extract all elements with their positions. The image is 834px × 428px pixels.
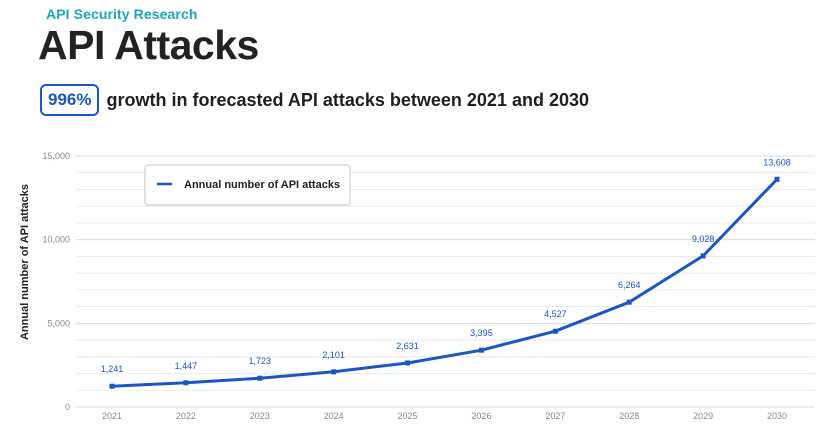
data-label: 4,527 xyxy=(544,309,567,319)
data-point xyxy=(183,380,189,386)
page-title: API Attacks xyxy=(38,22,259,68)
legend-box xyxy=(144,164,351,206)
x-tick-label: 2022 xyxy=(176,411,196,421)
y-axis-label: Annual number of API attacks xyxy=(19,184,31,340)
x-axis-ticks: 2021 2022 2023 2024 2025 2026 2027 2028 2029 2030 xyxy=(102,411,787,421)
growth-percent-badge: 996% xyxy=(40,84,100,116)
data-label: 6,264 xyxy=(618,280,641,290)
data-point xyxy=(478,347,484,353)
legend-label: Annual number of API attacks xyxy=(184,179,340,191)
data-point xyxy=(331,369,337,375)
x-tick-label: 2029 xyxy=(693,411,713,421)
x-tick-label: 2027 xyxy=(545,411,565,421)
y-tick-label: 15,000 xyxy=(42,151,70,161)
series-line xyxy=(110,177,779,388)
data-label: 13,608 xyxy=(763,157,791,167)
x-tick-label: 2024 xyxy=(324,411,344,421)
data-label: 3,395 xyxy=(470,328,493,338)
y-axis-ticks: 0 5,000 10,000 15,000 xyxy=(42,151,70,412)
x-tick-label: 2028 xyxy=(619,411,639,421)
grid-lines xyxy=(76,155,815,408)
data-labels: 1,241 1,447 1,723 2,101 2,631 3,395 4,527 6,264… xyxy=(101,157,791,374)
y-tick-label: 5,000 xyxy=(47,318,70,328)
x-tick-label: 2025 xyxy=(398,411,418,421)
chart-legend: Annual number of API attacks xyxy=(144,164,351,206)
data-label: 1,241 xyxy=(101,364,124,374)
data-point xyxy=(700,253,706,259)
y-tick-label: 0 xyxy=(65,402,70,412)
data-label: 1,447 xyxy=(175,361,198,371)
data-point xyxy=(626,299,632,305)
x-tick-label: 2026 xyxy=(471,411,491,421)
data-label: 2,631 xyxy=(396,341,419,351)
data-label: 1,723 xyxy=(249,356,272,366)
growth-description: growth in forecasted API attacks between… xyxy=(106,89,589,110)
x-tick-label: 2023 xyxy=(250,411,270,421)
data-point xyxy=(552,328,558,334)
headline-stat: 996% growth in forecasted API attacks be… xyxy=(40,84,589,116)
data-label: 2,101 xyxy=(322,350,345,360)
data-point xyxy=(774,176,780,182)
x-tick-label: 2021 xyxy=(102,411,122,421)
x-tick-label: 2030 xyxy=(767,411,787,421)
data-point xyxy=(405,360,411,366)
y-tick-label: 10,000 xyxy=(42,235,70,245)
data-points xyxy=(109,176,780,389)
data-point xyxy=(109,383,115,389)
data-label: 9,028 xyxy=(692,234,715,244)
report-kicker: API Security Research xyxy=(46,6,198,22)
data-point xyxy=(257,375,263,381)
